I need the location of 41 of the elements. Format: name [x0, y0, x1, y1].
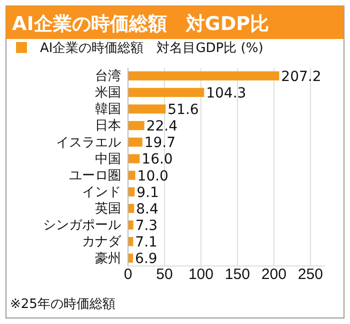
- y-tick-label: 中国: [95, 150, 121, 166]
- text: 6.9: [135, 251, 158, 268]
- bar: [128, 121, 144, 130]
- text: 8.4: [136, 201, 158, 218]
- x-tick-label: 250: [298, 266, 323, 283]
- y-tick-label: 日本: [95, 118, 121, 133]
- text: 7.3: [135, 218, 158, 234]
- text: 16.0: [142, 152, 173, 168]
- x-tick-label: 50: [156, 266, 173, 283]
- bar: [128, 154, 140, 164]
- y-tick-label: 米国: [95, 84, 121, 100]
- text: 51.6: [168, 102, 199, 118]
- text: 9.1: [136, 184, 159, 201]
- x-tick-label: 150: [224, 266, 250, 283]
- y-tick-label: カナダ: [82, 234, 122, 249]
- text: 19.7: [144, 135, 176, 152]
- text: 22.4: [146, 118, 178, 135]
- text: 207.2: [281, 68, 322, 85]
- x-tick-label: 100: [188, 266, 214, 283]
- y-tick-label: 台湾: [95, 68, 121, 84]
- y-tick-label: インド: [82, 184, 121, 200]
- text: 10.0: [137, 168, 168, 184]
- y-tick-label: 英国: [95, 200, 121, 216]
- legend-label: AI企業の時価総額 対名目GDP比 (%): [40, 40, 264, 56]
- y-tick-label: イスラエル: [56, 134, 121, 150]
- text: ※25年の時価総額: [10, 297, 116, 312]
- text: 104.3: [206, 85, 246, 102]
- y-tick-label: 豪州: [95, 250, 121, 266]
- bar: [128, 138, 142, 147]
- bar: [128, 104, 166, 114]
- chart-title: AI企業の時価総額 対GDP比: [12, 13, 270, 35]
- y-tick-label: 韓国: [95, 101, 121, 116]
- bar: [128, 170, 136, 180]
- y-tick-label: シンガポール: [43, 217, 121, 232]
- bar: [128, 88, 204, 97]
- text: 7.1: [135, 234, 158, 251]
- y-tick-label: ユーロ圏: [69, 167, 121, 182]
- bar: [128, 71, 280, 80]
- x-tick-label: 200: [261, 266, 286, 283]
- x-tick-label: 0: [124, 266, 132, 283]
- bar: [128, 220, 134, 230]
